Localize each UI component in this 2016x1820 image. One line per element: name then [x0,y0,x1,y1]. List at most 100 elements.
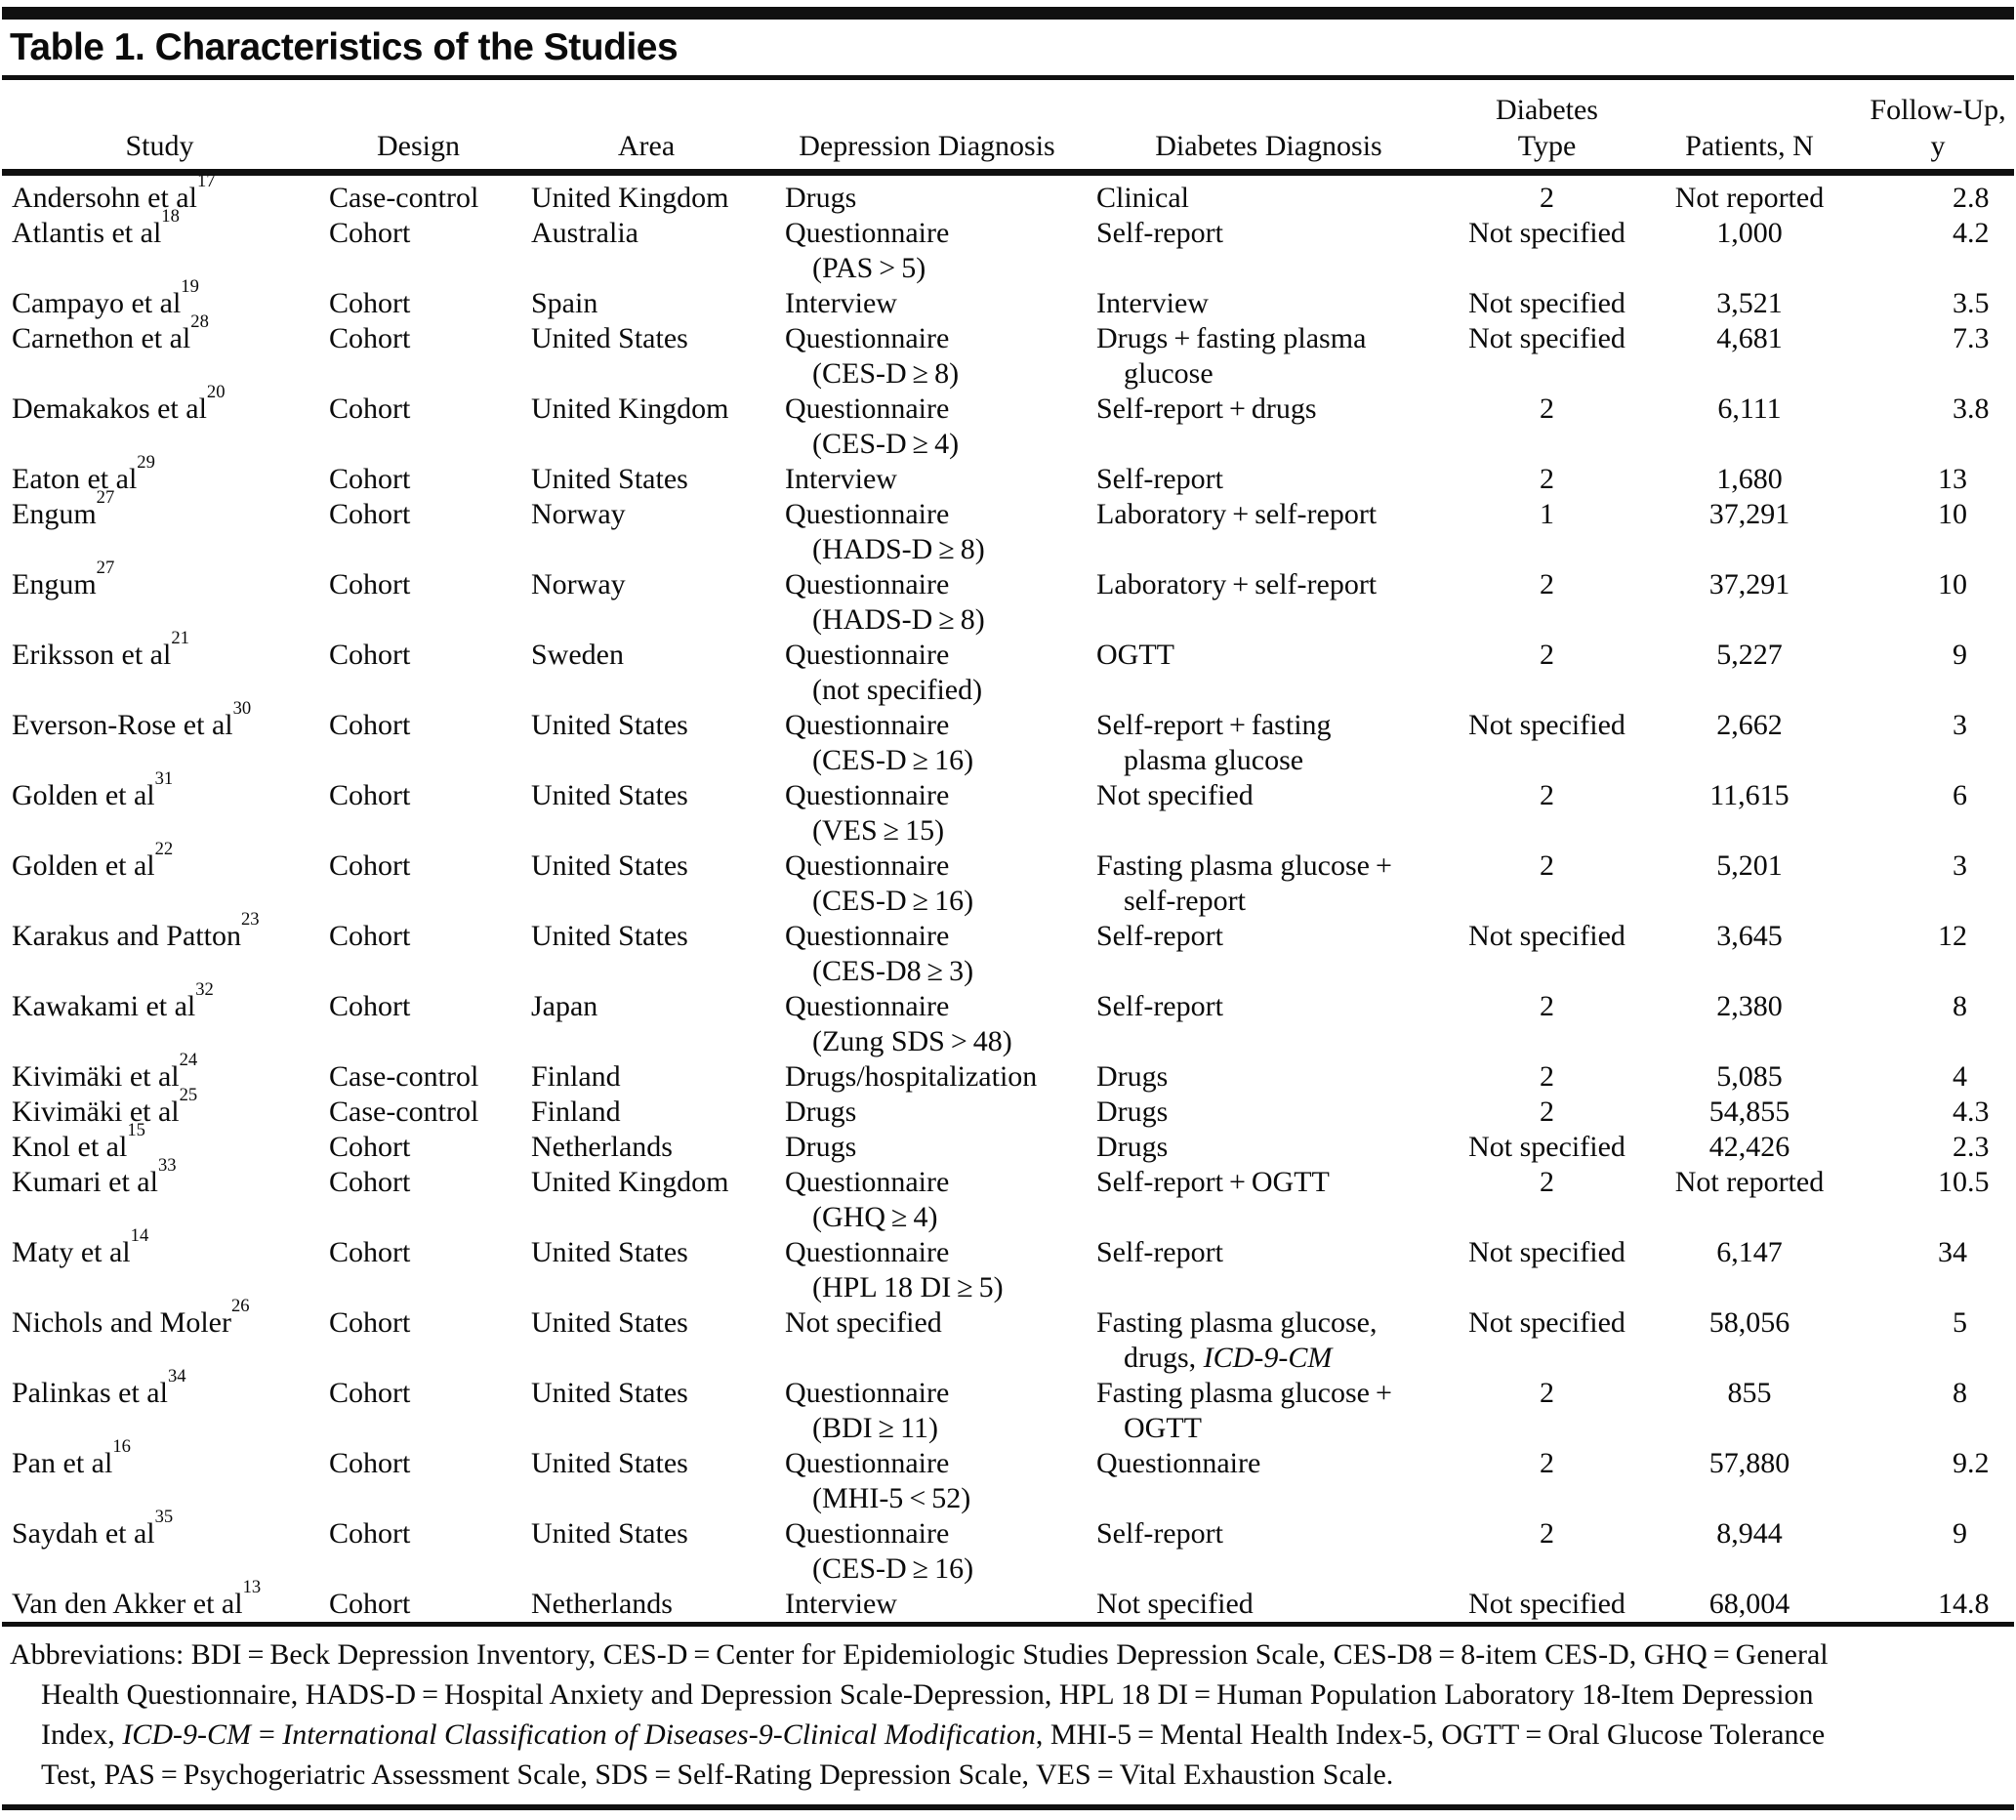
cell-study: Van den Akker et al13 [12,1576,262,1620]
reference-superscript: 32 [195,978,214,1000]
column-header-study: Study [2,80,317,176]
cell-diabetes-diagnosis: Clinical [1081,173,1457,217]
table-row: Golden et al22 Cohort United States Questio… [2,838,2014,919]
cell-depression-diagnosis: Questionnaire (HADS-D ≥ 8) [773,497,1081,567]
cell-study: Eriksson et al21 [12,627,189,671]
cell-line: (CES-D8 ≥ 3) [812,955,974,987]
cell-patients: 1,680 [1716,463,1783,495]
cell-followup: 9.2 [1862,1446,2014,1516]
cell-study: Knol et al15 [12,1119,145,1163]
cell-patients: 855 [1727,1377,1772,1409]
cell-followup: 7.3 [1862,321,2014,392]
reference-superscript: 34 [167,1365,186,1386]
cell-diabetes-type: 2 [1540,393,1554,425]
cell-followup: 2.3 [1862,1130,2014,1165]
cell-design: Case-control [329,1096,479,1128]
cell-depression-diagnosis: Not specified [773,1305,1081,1376]
cell-line: Questionnaire [785,920,950,952]
cell-followup: 3 [1862,708,2014,778]
cell-patients: 2,662 [1716,709,1783,741]
table-row: Kumari et al33 Cohort United Kingdom Questi… [2,1156,2014,1235]
cell-design: Cohort [329,1166,411,1198]
cell-depression-diagnosis: Questionnaire (not specified) [773,638,1081,708]
reference-superscript: 27 [96,486,115,508]
cell-area: United Kingdom [531,182,729,214]
cell-diabetes-diagnosis: Questionnaire [1081,1446,1457,1516]
column-header-label: Depression Diagnosis [799,130,1055,162]
cell-diabetes-type: 2 [1540,568,1554,600]
followup-decimal: .3 [1967,1131,1990,1163]
cell-followup: 10 [1862,497,2014,567]
cell-depression-diagnosis: Questionnaire (CES-D ≥ 8) [773,321,1081,392]
cell-diabetes-type: 1 [1540,498,1554,530]
column-header-label: Design [377,130,460,162]
column-header-label: Diabetes [1496,94,1598,126]
cell-line: Clinical [1096,182,1189,214]
cell-area: United States [531,709,688,741]
cell-study: Golden et al31 [12,767,174,811]
table-row: Eaton et al29 Cohort United States Intervie… [2,453,2014,497]
column-header-label: Area [617,130,676,162]
cell-line: Questionnaire [785,1447,950,1479]
cell-diabetes-diagnosis: Laboratory + self-report [1081,497,1457,567]
reference-superscript: 24 [179,1049,198,1070]
reference-superscript: 17 [196,170,216,191]
reference-superscript: 18 [161,205,180,227]
cell-followup: 14.8 [1862,1587,2014,1622]
followup-decimal [1967,567,2004,602]
cell-design: Cohort [329,1588,411,1620]
cell-depression-diagnosis: Questionnaire (HPL 18 DI ≥ 5) [773,1235,1081,1305]
cell-line: Questionnaire [785,393,950,425]
cell-followup: 3 [1862,848,2014,919]
cell-diabetes-type: 2 [1540,990,1554,1022]
cell-line: Not specified [1096,779,1254,811]
cell-diabetes-type: Not specified [1468,217,1625,249]
cell-patients: 11,615 [1709,779,1790,811]
cell-line: Self-report + OGTT [1096,1166,1330,1198]
cell-followup: 10 [1862,567,2014,638]
cell-area: Spain [531,287,598,319]
cell-line: Questionnaire [785,1377,950,1409]
cell-line: OGTT [1124,1412,1202,1444]
cell-line: (GHQ ≥ 4) [812,1201,938,1233]
cell-area: United States [531,463,688,495]
cell-area: Sweden [531,639,624,671]
italic-text: ICD-9-CM [1203,1342,1333,1374]
cell-line: Interview [785,1588,897,1620]
text-segment: drugs, [1124,1342,1204,1374]
cell-patients: 37,291 [1708,568,1790,600]
followup-decimal [1967,638,2004,673]
followup-integer: 10 [1938,498,1967,530]
italic-text: ICD-9-CM = International Classification … [122,1718,1036,1751]
cell-line: (MHI-5 < 52) [812,1482,971,1514]
cell-diabetes-type: Not specified [1468,1588,1625,1620]
cell-diabetes-type: 2 [1540,1060,1554,1093]
text-segment: Test, PAS = Psychogeriatric Assessment S… [41,1758,1394,1791]
footnote-line: Index, ICD-9-CM = International Classifi… [10,1715,2010,1755]
table-row: Eriksson et al21 Cohort Sweden Questionnair… [2,627,2014,708]
table-header-row: Study Design Area Depression Diagnosis Diabe… [2,80,2014,176]
cell-area: Netherlands [531,1131,673,1163]
cell-diabetes-diagnosis: Drugs [1081,1130,1457,1165]
cell-diabetes-diagnosis: Self-report + OGTT [1081,1165,1457,1235]
column-header-label: Patients, N [1685,130,1814,162]
cell-study: Demakakos et al20 [12,381,226,425]
followup-integer: 2 [1953,182,1967,214]
table-row: Saydah et al35 Cohort United States Questio… [2,1508,2014,1587]
cell-line: Drugs [785,1096,857,1128]
cell-diabetes-type: 2 [1540,779,1554,811]
table-row: Kivimäki et al25 Case-control Finland Drugs… [2,1086,2014,1130]
cell-line: Drugs [1096,1060,1169,1093]
cell-diabetes-diagnosis: Fasting plasma glucose + OGTT [1081,1376,1457,1446]
cell-area: United States [531,1236,688,1268]
cell-diabetes-diagnosis: Drugs [1081,1095,1457,1130]
cell-line: glucose [1124,357,1214,390]
cell-design: Case-control [329,182,479,214]
followup-decimal [1967,1376,2004,1411]
cell-design: Case-control [329,1060,479,1093]
cell-depression-diagnosis: Questionnaire (CES-D8 ≥ 3) [773,919,1081,989]
cell-area: United States [531,322,688,354]
cell-followup: 10.5 [1862,1165,2014,1235]
page: Table 1. Characteristics of the Studies … [0,7,2016,1810]
cell-study: Golden et al22 [12,838,174,882]
